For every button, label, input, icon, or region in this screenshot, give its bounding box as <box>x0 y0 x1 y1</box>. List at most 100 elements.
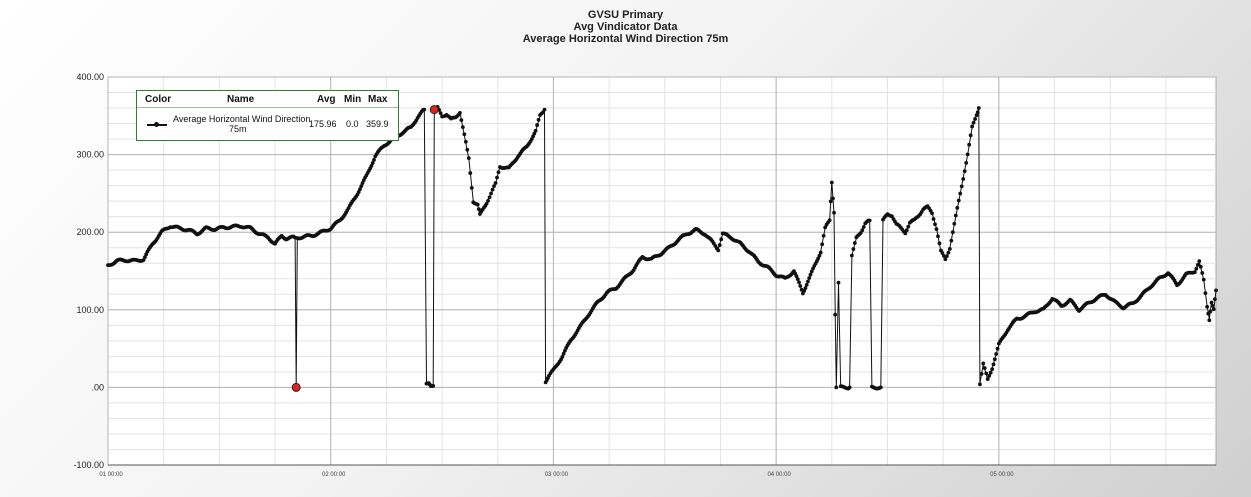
data-point-marker <box>953 213 958 218</box>
data-point-marker <box>542 107 547 112</box>
data-point-marker <box>468 171 473 175</box>
data-point-marker <box>958 191 963 196</box>
legend-header-avg: Avg <box>317 94 336 105</box>
chart-legend: Color Name Avg Min Max Average Horizonta… <box>136 90 399 141</box>
x-axis-tick-label: 01 00:00 <box>99 472 123 478</box>
data-point-marker <box>992 357 997 362</box>
data-point-marker <box>961 177 966 181</box>
data-point-marker <box>942 254 946 258</box>
highlighted-extreme-point[interactable] <box>291 382 301 392</box>
data-point-marker <box>930 211 934 216</box>
data-point-marker <box>463 139 468 144</box>
data-point-marker <box>852 241 857 245</box>
data-point-marker <box>1212 297 1217 301</box>
data-point-marker <box>802 289 807 293</box>
data-point-marker <box>987 374 992 378</box>
data-point-marker <box>931 217 936 221</box>
data-point-marker <box>934 227 939 232</box>
data-point-marker <box>834 385 839 390</box>
highlighted-extreme-point[interactable] <box>429 105 439 115</box>
data-point-marker <box>372 157 376 162</box>
data-point-marker <box>1200 271 1205 275</box>
data-point-marker <box>469 185 474 190</box>
legend-series-name-line1: Average Horizontal Wind Direction <box>173 114 311 124</box>
legend-header-min: Min <box>344 94 362 105</box>
data-point-marker <box>937 241 942 246</box>
data-point-marker <box>476 207 481 212</box>
data-point-marker <box>487 195 492 200</box>
data-point-marker <box>952 221 957 226</box>
data-point-marker <box>356 190 361 194</box>
data-point-marker <box>867 218 872 223</box>
data-point-marker <box>495 175 499 180</box>
data-point-marker <box>860 228 865 233</box>
plot-area <box>107 76 1217 466</box>
y-axis-tick-label: -100.00 <box>73 460 104 470</box>
data-point-marker <box>475 202 480 207</box>
data-point-marker <box>717 243 722 247</box>
data-point-marker <box>968 133 973 138</box>
data-point-marker <box>431 383 436 388</box>
data-point-marker <box>535 123 539 127</box>
data-point-marker <box>1197 259 1202 263</box>
data-point-marker <box>369 164 374 168</box>
data-point-marker <box>990 367 995 372</box>
legend-series-name-line2: 75m <box>229 124 247 134</box>
data-point-marker <box>903 231 908 236</box>
data-point-marker <box>995 346 1000 351</box>
data-point-marker <box>808 272 813 277</box>
data-point-marker <box>795 277 800 282</box>
data-point-marker <box>955 205 960 210</box>
data-point-marker <box>1194 266 1199 271</box>
data-point-marker <box>904 228 909 233</box>
data-point-marker <box>973 117 977 121</box>
chart-title-source: Avg Vindicator Data <box>573 21 678 33</box>
data-point-marker <box>462 132 467 137</box>
y-axis-tick-label: 200.00 <box>76 227 104 237</box>
data-point-marker <box>360 181 365 185</box>
data-point-marker <box>1192 270 1197 275</box>
data-point-marker <box>1211 307 1216 312</box>
legend-series-min: 0.0 <box>346 119 359 129</box>
data-point-marker <box>1201 277 1206 282</box>
data-point-marker <box>991 362 996 367</box>
chart-title-site: GVSU Primary <box>587 9 664 21</box>
data-point-marker <box>947 246 952 251</box>
data-point-marker <box>981 361 986 366</box>
data-point-marker <box>358 187 362 192</box>
data-point-marker <box>823 225 828 230</box>
data-point-marker <box>861 225 866 229</box>
legend-divider <box>137 107 398 108</box>
data-point-marker <box>803 286 808 291</box>
data-point-marker <box>459 118 464 123</box>
data-point-marker <box>833 312 838 317</box>
data-point-marker <box>832 210 836 215</box>
data-point-marker <box>982 366 987 371</box>
data-point-marker <box>849 253 854 258</box>
y-axis-tick-label: 400.00 <box>76 72 104 82</box>
data-point-marker <box>533 128 538 133</box>
data-point-marker <box>807 276 812 280</box>
data-point-marker <box>971 120 976 125</box>
data-point-marker <box>1210 303 1215 308</box>
data-point-marker <box>141 258 146 262</box>
data-point-marker <box>978 382 982 387</box>
data-point-marker <box>496 170 501 175</box>
legend-series-max: 359.9 <box>366 119 389 129</box>
chart-title-variable: Average Horizontal Wind Direction 75m <box>522 33 729 45</box>
data-point-marker <box>836 280 841 285</box>
data-point-marker <box>798 284 803 288</box>
data-point-marker <box>804 283 809 287</box>
data-point-marker <box>493 181 498 185</box>
data-point-marker <box>818 250 823 255</box>
data-point-marker <box>490 187 495 192</box>
data-point-marker <box>536 117 541 122</box>
data-point-marker <box>492 184 496 188</box>
legend-series-avg: 175.96 <box>309 119 337 129</box>
data-point-marker <box>1214 288 1218 293</box>
data-point-marker <box>944 254 949 258</box>
data-point-marker <box>816 256 821 261</box>
data-point-marker <box>851 247 856 251</box>
data-point-marker <box>976 106 981 110</box>
